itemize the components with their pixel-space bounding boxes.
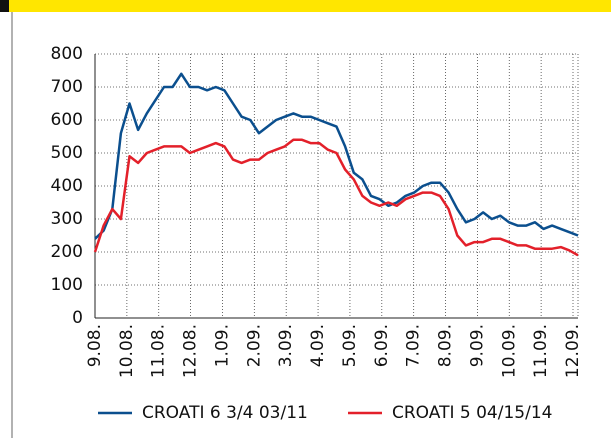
x-tick-label: 10.09. [499, 324, 519, 378]
x-tick-label: 9.08. [85, 324, 105, 367]
x-tick-label: 12.08. [181, 324, 201, 378]
x-tick-label: 1.09. [212, 324, 232, 367]
x-tick-label: 10.08. [117, 324, 137, 378]
y-tick-label: 800 [51, 44, 83, 64]
y-tick-label: 300 [51, 209, 83, 229]
legend-label: CROATI 5 04/15/14 [392, 403, 552, 423]
y-tick-label: 100 [51, 275, 83, 295]
x-tick-label: 2.09. [244, 324, 264, 367]
y-tick-label: 600 [51, 110, 83, 130]
x-tick-label: 12.09. [563, 324, 583, 378]
x-tick-label: 11.08. [149, 324, 169, 378]
y-tick-label: 700 [51, 77, 83, 97]
y-tick-label: 0 [72, 308, 83, 328]
x-tick-label: 5.09. [340, 324, 360, 367]
x-tick-label: 9.09. [467, 324, 487, 367]
header-band [0, 0, 611, 12]
x-tick-label: 3.09. [276, 324, 296, 367]
y-tick-label: 500 [51, 143, 83, 163]
x-tick-label: 7.09. [404, 324, 424, 367]
series-line [93, 138, 579, 257]
y-tick-label: 200 [51, 242, 83, 262]
legend-label: CROATI 6 3/4 03/11 [142, 403, 308, 423]
header-marker [0, 0, 9, 12]
x-tick-label: 4.09. [308, 324, 328, 367]
y-tick-label: 400 [51, 176, 83, 196]
series-line [94, 72, 579, 240]
x-tick-label: 11.09. [531, 324, 551, 378]
x-tick-label: 8.09. [436, 324, 456, 367]
x-tick-label: 6.09. [372, 324, 392, 367]
